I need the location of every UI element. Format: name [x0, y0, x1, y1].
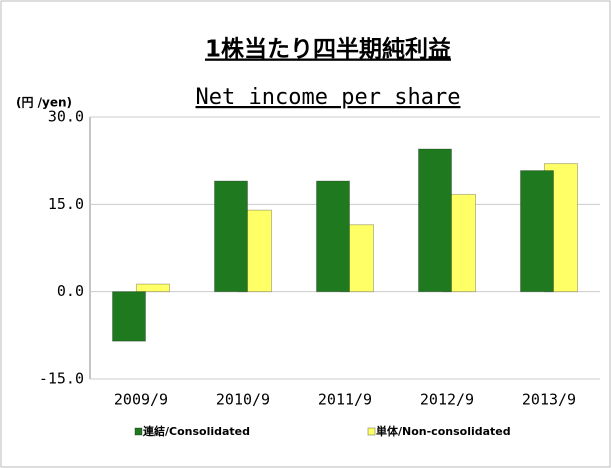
bar	[316, 180, 350, 293]
legend-swatch	[134, 427, 143, 436]
x-tick-label: 2009/9	[114, 391, 168, 409]
legend-swatch	[367, 427, 376, 436]
y-tick-label: 15.0	[48, 195, 84, 213]
chart-subtitle: Net income per share	[196, 85, 461, 110]
x-tick-label: 2010/9	[216, 391, 270, 409]
x-tick-label: 2011/9	[318, 391, 372, 409]
chart-title: 1株当たり四半期純利益	[205, 36, 451, 63]
bar	[112, 291, 146, 342]
bar	[418, 148, 452, 293]
bar	[136, 283, 170, 293]
x-tick-label: 2013/9	[522, 391, 576, 409]
y-tick-label: 0.0	[57, 282, 84, 300]
legend-label: 単体/Non-consolidated	[376, 424, 511, 438]
y-tick-label: 30.0	[48, 108, 84, 126]
x-tick-label: 2012/9	[420, 391, 474, 409]
y-tick-label: -15.0	[39, 370, 84, 388]
bar	[214, 180, 248, 293]
legend-label: 連結/Consolidated	[143, 424, 250, 438]
bar	[520, 170, 554, 293]
y-axis-label: (円 /yen)	[16, 96, 72, 110]
